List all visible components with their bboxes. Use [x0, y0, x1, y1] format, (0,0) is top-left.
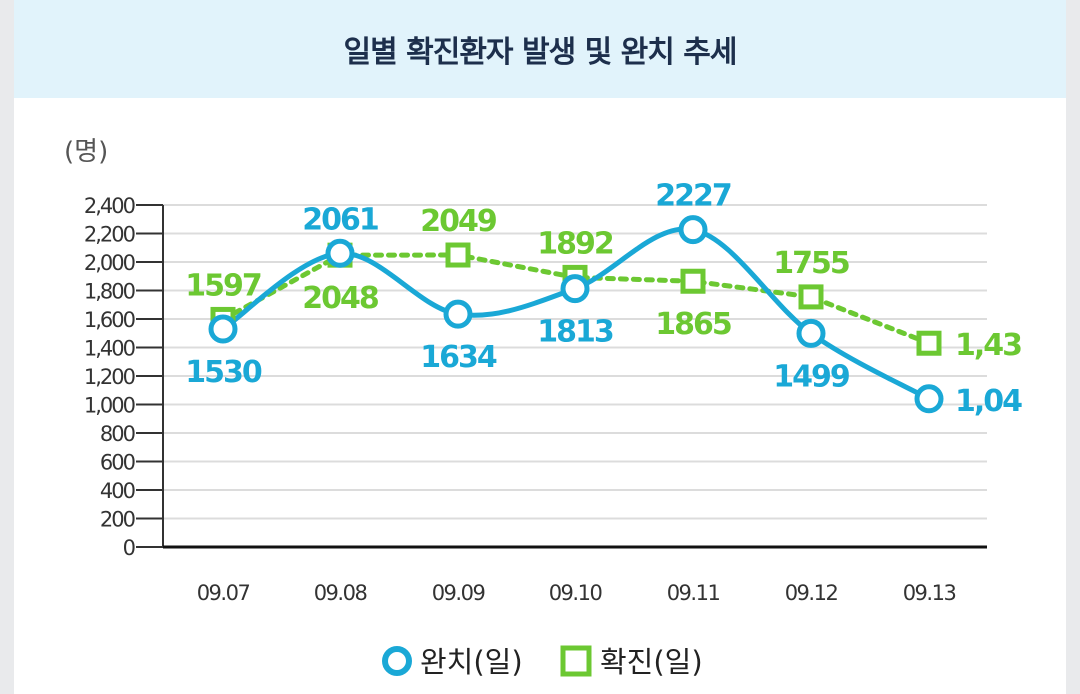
x-tick-label: 09.11	[667, 581, 720, 605]
y-tick-label: 2,200	[84, 223, 135, 247]
y-tick-label: 0	[123, 536, 135, 560]
chart-title: 일별 확진환자 발생 및 완치 추세	[343, 35, 737, 70]
x-tick-label: 09.09	[432, 581, 485, 605]
y-tick-label: 1,000	[84, 394, 135, 418]
confirmed-data-label: 1755	[773, 246, 849, 281]
recovered-data-label: 2227	[655, 179, 731, 214]
x-tick-label: 09.08	[314, 581, 367, 605]
recovered-point	[325, 238, 355, 268]
y-axis-ticks: 0 200 400 600 800 1,000 1,200 1,400 1,600 1,800 2,…	[84, 194, 163, 560]
confirmed-data-label: 1,43	[955, 328, 1021, 363]
recovered-data-label: 1634	[420, 340, 497, 375]
legend: 완치(일) 확진(일)	[382, 645, 703, 679]
y-tick-label: 1,600	[84, 308, 135, 332]
x-axis-ticks: 09.07 09.08 09.09 09.10 09.11 09.12 09.13	[197, 581, 957, 605]
recovered-point	[914, 384, 944, 414]
confirmed-data-label: 2048	[302, 281, 379, 316]
confirmed-data-label: 2049	[420, 204, 496, 239]
title-bar: 일별 확진환자 발생 및 완치 추세	[14, 0, 1066, 98]
data-labels: 1530 2061 1634 1813 2227 1499 1,04 1597 2048 2049…	[185, 179, 1024, 419]
recovered-data-label: 1,04	[955, 384, 1022, 419]
recovered-data-label: 1530	[185, 355, 262, 390]
recovered-data-label: 1813	[537, 315, 613, 350]
y-unit-label: (명)	[64, 137, 108, 167]
confirmed-point	[798, 284, 824, 310]
legend-square-icon	[560, 645, 592, 677]
legend-circle-icon	[382, 646, 412, 676]
recovered-data-label: 2061	[302, 202, 378, 237]
confirmed-data-label: 1865	[655, 307, 731, 342]
y-tick-label: 2,400	[84, 194, 135, 218]
recovered-point	[796, 318, 826, 348]
series-markers	[208, 215, 944, 414]
confirmed-point	[680, 268, 706, 294]
confirmed-data-label: 1597	[185, 268, 261, 303]
y-tick-label: 800	[100, 422, 135, 446]
confirmed-data-label: 1892	[537, 226, 613, 261]
legend-label-recovered: 완치(일)	[420, 645, 523, 679]
recovered-point	[678, 215, 708, 245]
x-tick-label: 09.10	[549, 581, 602, 605]
y-tick-label: 1,800	[84, 280, 135, 304]
x-tick-label: 09.07	[197, 581, 250, 605]
y-tick-label: 1,200	[84, 365, 135, 389]
x-tick-label: 09.13	[903, 581, 956, 605]
recovered-point	[560, 274, 590, 304]
x-tick-label: 09.12	[785, 581, 838, 605]
y-tick-label: 1,400	[84, 337, 135, 361]
confirmed-point	[445, 242, 471, 268]
recovered-data-label: 1499	[773, 359, 849, 394]
recovered-point	[443, 299, 473, 329]
y-tick-label: 200	[100, 508, 135, 532]
y-tick-label: 400	[100, 479, 135, 503]
legend-label-confirmed: 확진(일)	[600, 645, 703, 679]
y-tick-label: 600	[100, 451, 135, 475]
y-tick-label: 2,000	[84, 251, 135, 275]
confirmed-point	[916, 330, 942, 356]
recovered-point	[208, 314, 238, 344]
